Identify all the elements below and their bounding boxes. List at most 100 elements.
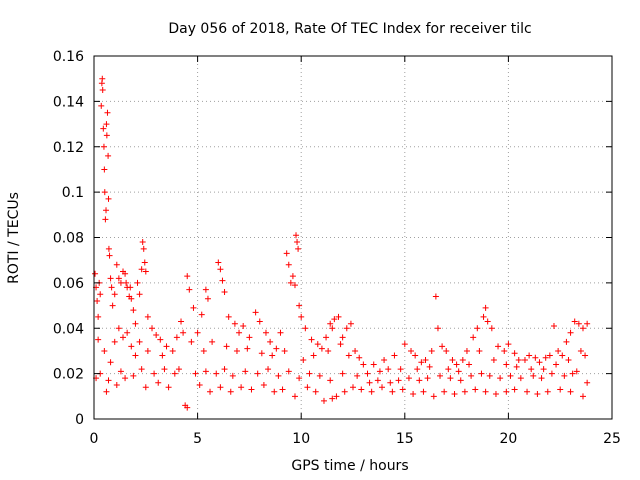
data-point bbox=[534, 391, 541, 398]
data-point bbox=[428, 347, 435, 354]
data-point bbox=[139, 239, 146, 246]
data-point bbox=[163, 343, 170, 350]
data-point bbox=[550, 322, 557, 329]
data-point bbox=[296, 302, 303, 309]
data-point bbox=[105, 195, 112, 202]
data-point bbox=[387, 379, 394, 386]
data-point bbox=[302, 325, 309, 332]
data-point bbox=[327, 320, 334, 327]
data-point bbox=[360, 361, 367, 368]
data-point bbox=[300, 357, 307, 364]
data-point bbox=[221, 366, 228, 373]
data-point bbox=[285, 368, 292, 375]
data-point bbox=[285, 261, 292, 268]
data-point bbox=[175, 366, 182, 373]
data-point bbox=[217, 266, 224, 273]
data-point bbox=[561, 372, 568, 379]
data-point bbox=[120, 334, 127, 341]
y-tick-label: 0.08 bbox=[53, 231, 84, 247]
x-tick-label: 15 bbox=[396, 431, 414, 447]
data-point bbox=[294, 239, 301, 246]
data-point bbox=[238, 384, 245, 391]
data-point bbox=[515, 357, 522, 364]
data-point bbox=[262, 329, 269, 336]
data-point bbox=[122, 375, 129, 382]
data-point bbox=[169, 347, 176, 354]
data-point bbox=[227, 388, 234, 395]
data-point bbox=[356, 354, 363, 361]
data-point bbox=[347, 320, 354, 327]
data-point bbox=[414, 366, 421, 373]
data-point bbox=[521, 357, 528, 364]
data-point bbox=[397, 366, 404, 373]
data-point bbox=[204, 295, 211, 302]
data-point bbox=[443, 347, 450, 354]
data-point bbox=[331, 316, 338, 323]
data-point bbox=[122, 270, 129, 277]
data-point bbox=[408, 347, 415, 354]
data-point bbox=[418, 359, 425, 366]
data-point bbox=[97, 291, 104, 298]
data-point bbox=[287, 279, 294, 286]
data-point bbox=[273, 345, 280, 352]
data-point bbox=[548, 370, 555, 377]
data-point bbox=[242, 368, 249, 375]
data-point bbox=[563, 338, 570, 345]
data-point bbox=[252, 309, 259, 316]
data-point bbox=[108, 284, 115, 291]
data-point bbox=[149, 325, 156, 332]
data-point bbox=[488, 325, 495, 332]
data-point bbox=[327, 377, 334, 384]
data-point bbox=[153, 332, 160, 339]
data-point bbox=[507, 372, 514, 379]
data-point bbox=[275, 372, 282, 379]
data-point bbox=[482, 304, 489, 311]
data-point bbox=[190, 304, 197, 311]
data-point bbox=[530, 372, 537, 379]
data-point bbox=[207, 388, 214, 395]
data-point bbox=[573, 368, 580, 375]
data-point bbox=[298, 313, 305, 320]
data-point bbox=[306, 370, 313, 377]
data-point bbox=[229, 372, 236, 379]
data-point bbox=[104, 109, 111, 116]
data-point bbox=[314, 341, 321, 348]
x-tick-label: 20 bbox=[499, 431, 517, 447]
data-point bbox=[99, 75, 106, 82]
data-point bbox=[513, 363, 520, 370]
data-point bbox=[339, 334, 346, 341]
data-point bbox=[271, 388, 278, 395]
data-point bbox=[486, 372, 493, 379]
data-point bbox=[180, 329, 187, 336]
data-point bbox=[188, 338, 195, 345]
data-point bbox=[281, 347, 288, 354]
data-point bbox=[366, 379, 373, 386]
data-point bbox=[98, 102, 105, 109]
data-point bbox=[248, 386, 255, 393]
data-point bbox=[412, 352, 419, 359]
y-tick-label: 0 bbox=[75, 412, 84, 428]
data-point bbox=[405, 375, 412, 382]
data-point bbox=[99, 87, 106, 94]
data-point bbox=[565, 357, 572, 364]
data-point bbox=[115, 275, 122, 282]
data-point bbox=[178, 318, 185, 325]
data-point bbox=[463, 347, 470, 354]
data-point bbox=[364, 370, 371, 377]
data-point bbox=[511, 350, 518, 357]
data-point bbox=[240, 322, 247, 329]
data-point bbox=[389, 388, 396, 395]
data-point bbox=[424, 375, 431, 382]
data-point bbox=[503, 361, 510, 368]
data-point bbox=[113, 381, 120, 388]
data-point bbox=[426, 363, 433, 370]
data-point bbox=[107, 359, 114, 366]
data-point bbox=[295, 245, 302, 252]
data-point bbox=[329, 325, 336, 332]
data-point bbox=[575, 320, 582, 327]
x-axis: 0 5 10 15 20 25 bbox=[90, 56, 621, 447]
data-point bbox=[142, 384, 149, 391]
data-point bbox=[472, 386, 479, 393]
data-point bbox=[141, 259, 148, 266]
data-point bbox=[217, 384, 224, 391]
